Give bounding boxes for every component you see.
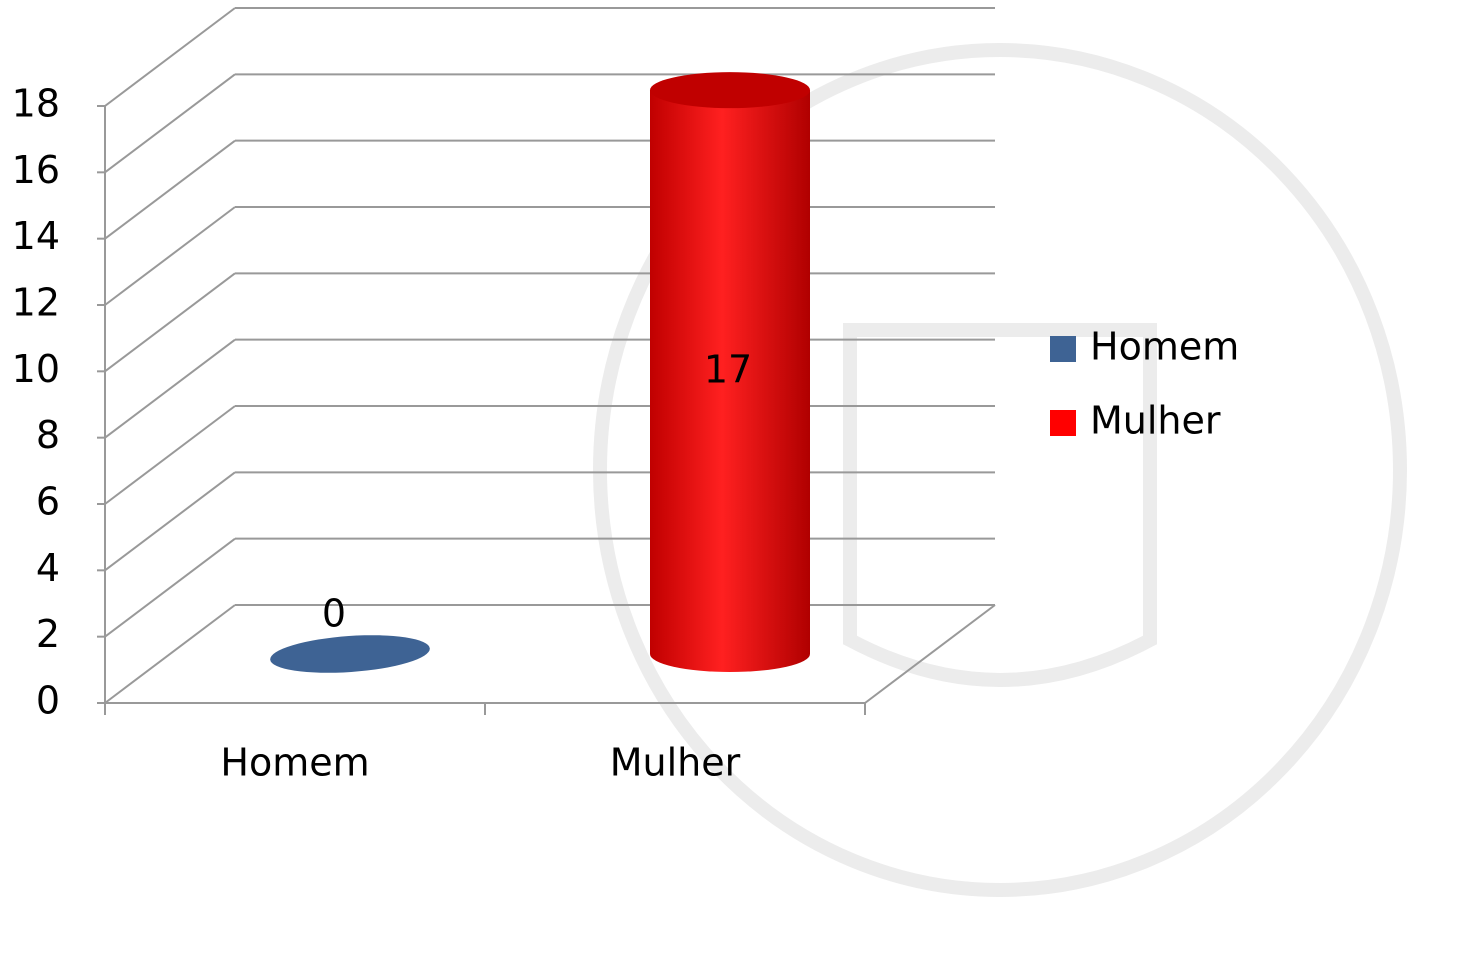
y-tick-label: 2 [36,612,60,656]
data-label: 0 [322,592,346,636]
grid-line [104,272,236,373]
legend-label: Mulher [1090,399,1221,443]
y-tick-label: 0 [36,679,60,723]
grid-line [104,338,236,439]
legend-label: Homem [1090,325,1239,369]
bar [270,635,430,673]
y-tick-label: 18 [12,82,60,126]
cylinder-body [650,90,810,672]
y-tick-label: 12 [12,281,60,325]
grid-line [104,139,236,240]
x-tick-label: Mulher [610,741,741,785]
grid-line [104,537,236,638]
watermark [593,43,1407,897]
cylinder-top [650,72,810,109]
grid-line [104,405,236,505]
grid-line [104,7,236,107]
y-tick-label: 16 [12,148,60,192]
bar [650,72,810,672]
grid-line [104,73,236,174]
y-tick-label: 10 [12,347,60,391]
grid-line [104,604,236,704]
x-tick-label: Homem [220,741,369,785]
y-tick-label: 8 [36,413,60,457]
floor-edge [864,604,996,704]
grid-line [104,206,236,306]
grid-line [104,471,236,572]
y-tick-label: 14 [12,214,60,258]
legend-swatch [1050,336,1076,362]
legend-swatch [1050,410,1076,436]
y-tick-label: 4 [36,546,60,590]
cylinder-top [270,635,430,673]
data-label: 17 [704,348,752,392]
y-tick-label: 6 [36,480,60,524]
